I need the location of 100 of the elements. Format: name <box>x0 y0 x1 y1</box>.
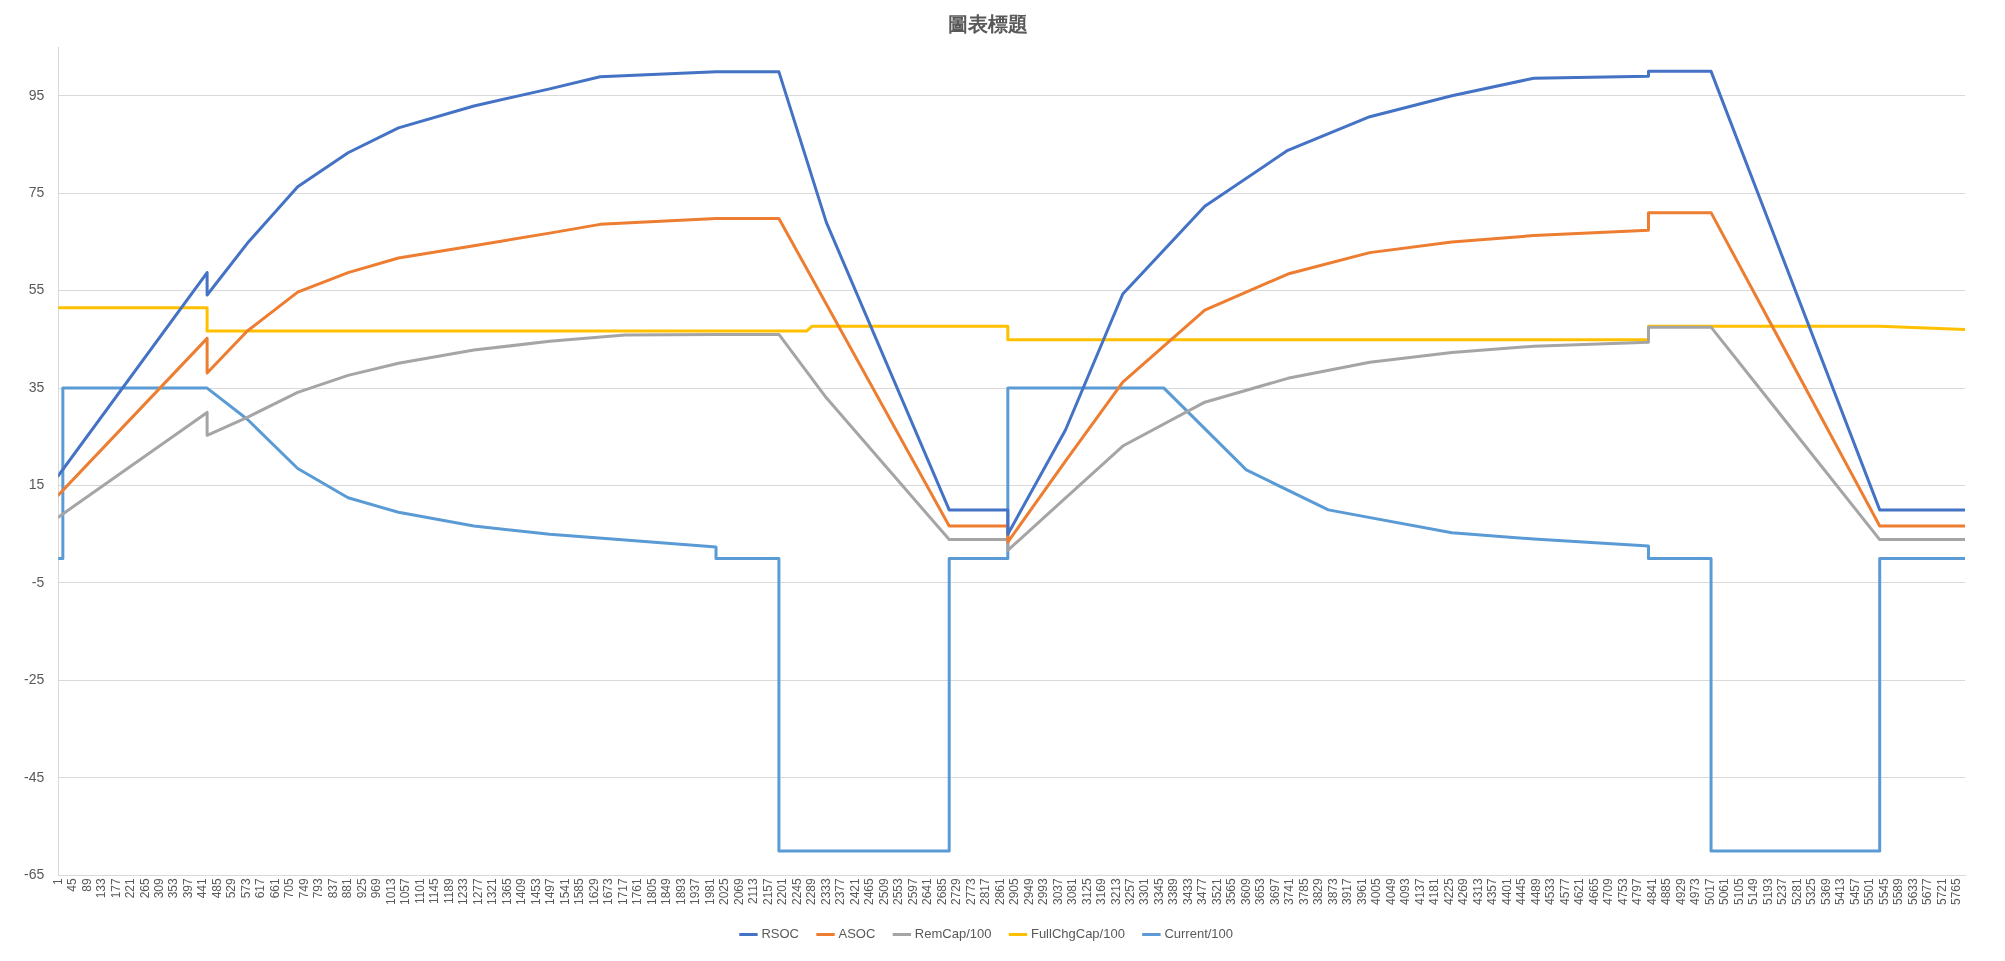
x-tick-label: 1629 <box>586 877 601 906</box>
x-tick-label: 1585 <box>572 877 587 906</box>
x-tick-label: 661 <box>267 877 282 899</box>
x-tick-label: 4489 <box>1528 877 1543 906</box>
x-tick-label: 2949 <box>1021 877 1036 906</box>
x-tick-label: 309 <box>152 877 166 899</box>
x-tick-label: 881 <box>340 877 355 899</box>
x-tick-label: 1145 <box>427 877 442 905</box>
x-tick-label: 4137 <box>1412 877 1427 906</box>
x-tick-label: 4973 <box>1688 877 1703 906</box>
x-tick-label: 2905 <box>1007 877 1022 906</box>
x-tick-label: 4577 <box>1557 877 1572 906</box>
y-tick-label: 55 <box>28 281 45 298</box>
x-tick-label: 3873 <box>1325 877 1340 906</box>
x-tick-label: 3345 <box>1151 877 1166 906</box>
x-tick-label: 221 <box>123 877 138 899</box>
x-tick-label: 5237 <box>1775 877 1790 906</box>
x-tick-label: 353 <box>166 877 181 899</box>
x-tick-label: 3917 <box>1340 877 1355 906</box>
x-tick-label: 1101 <box>412 877 427 905</box>
x-tick-label: 4401 <box>1499 877 1514 906</box>
x-tick-label: 2069 <box>731 877 746 906</box>
x-tick-label: 89 <box>79 877 94 892</box>
x-tick-label: 2157 <box>760 877 775 906</box>
x-tick-label: 617 <box>253 877 268 899</box>
x-tick-label: 1453 <box>528 877 543 906</box>
x-tick-label: 5501 <box>1862 877 1877 906</box>
x-tick-label: 3697 <box>1267 877 1282 906</box>
x-tick-label: 3477 <box>1195 877 1210 906</box>
x-tick-label: 1409 <box>514 877 529 906</box>
x-tick-label: 4269 <box>1456 877 1471 906</box>
x-tick-label: 5765 <box>1949 877 1964 906</box>
x-tick-label: 5545 <box>1876 877 1891 906</box>
y-tick-label: -25 <box>24 671 45 688</box>
y-tick-label: 95 <box>28 86 45 103</box>
x-tick-label: 4621 <box>1572 877 1587 906</box>
x-tick-label: 5105 <box>1731 877 1746 906</box>
x-tick-label: 4533 <box>1543 877 1558 906</box>
x-tick-label: 2025 <box>717 877 732 906</box>
x-tick-label: 4225 <box>1441 877 1456 906</box>
x-tick-label: 1497 <box>543 877 558 906</box>
legend-label: RSOC <box>761 926 800 942</box>
x-tick-label: 5325 <box>1804 877 1819 906</box>
x-tick-label: 5149 <box>1746 877 1761 906</box>
x-tick-label: 5017 <box>1702 877 1717 906</box>
x-tick-label: 1013 <box>383 877 398 906</box>
y-tick-label: -5 <box>31 573 45 590</box>
x-tick-label: 1893 <box>673 877 688 906</box>
x-tick-label: 1321 <box>485 877 500 906</box>
x-tick-label: 4445 <box>1514 877 1529 906</box>
x-tick-label: 2685 <box>934 877 949 906</box>
x-tick-label: 1277 <box>470 877 485 906</box>
x-tick-label: 5061 <box>1717 877 1732 906</box>
legend-label: RemCap/100 <box>914 926 992 942</box>
x-tick-label: 3741 <box>1282 877 1297 906</box>
x-tick-label: 2377 <box>833 877 848 906</box>
x-tick-label: 2641 <box>920 877 935 906</box>
x-tick-label: 2201 <box>775 877 790 906</box>
x-tick-label: 2553 <box>891 877 906 906</box>
x-tick-label: 3565 <box>1224 877 1239 906</box>
x-tick-label: 1057 <box>398 877 413 906</box>
x-tick-label: 441 <box>195 877 210 899</box>
x-tick-label: 3389 <box>1166 877 1181 906</box>
x-tick-label: 5677 <box>1920 877 1935 906</box>
x-tick-label: 5721 <box>1934 877 1949 906</box>
x-tick-label: 1981 <box>702 877 717 906</box>
x-tick-label: 4181 <box>1427 877 1442 906</box>
x-tick-label: 1189 <box>441 877 456 905</box>
x-tick-label: 837 <box>325 877 340 899</box>
x-tick-label: 749 <box>296 877 311 899</box>
x-tick-label: 1717 <box>615 877 630 906</box>
x-tick-label: 3257 <box>1123 877 1137 906</box>
x-tick-label: 1937 <box>688 877 703 906</box>
x-tick-label: 705 <box>282 877 297 899</box>
x-tick-label: 3081 <box>1065 877 1080 906</box>
x-tick-label: 1805 <box>644 877 659 906</box>
x-tick-label: 3609 <box>1238 877 1253 906</box>
legend-label: ASOC <box>838 926 876 942</box>
x-tick-label: 2421 <box>847 877 862 906</box>
x-tick-label: 3213 <box>1108 877 1123 906</box>
x-tick-label: 3521 <box>1209 877 1224 906</box>
x-tick-label: 925 <box>354 877 369 899</box>
x-tick-label: 3785 <box>1296 877 1311 906</box>
x-tick-label: 397 <box>180 877 195 899</box>
x-tick-label: 4005 <box>1369 877 1384 906</box>
x-tick-label: 3653 <box>1253 877 1268 906</box>
x-tick-label: 2817 <box>978 877 993 906</box>
x-tick-label: 5369 <box>1818 877 1833 906</box>
x-tick-label: 133 <box>94 877 109 899</box>
x-tick-label: 485 <box>209 877 224 899</box>
x-tick-label: 265 <box>137 877 152 899</box>
x-tick-label: 4929 <box>1673 877 1688 906</box>
x-tick-label: 3433 <box>1180 877 1195 906</box>
x-tick-label: 5281 <box>1789 877 1804 906</box>
x-tick-label: 2993 <box>1036 877 1051 906</box>
x-tick-label: 4841 <box>1644 877 1659 906</box>
x-tick-label: 573 <box>238 877 253 899</box>
x-tick-label: 2333 <box>818 877 833 906</box>
x-tick-label: 5633 <box>1905 877 1920 906</box>
x-tick-label: 4093 <box>1398 877 1413 906</box>
